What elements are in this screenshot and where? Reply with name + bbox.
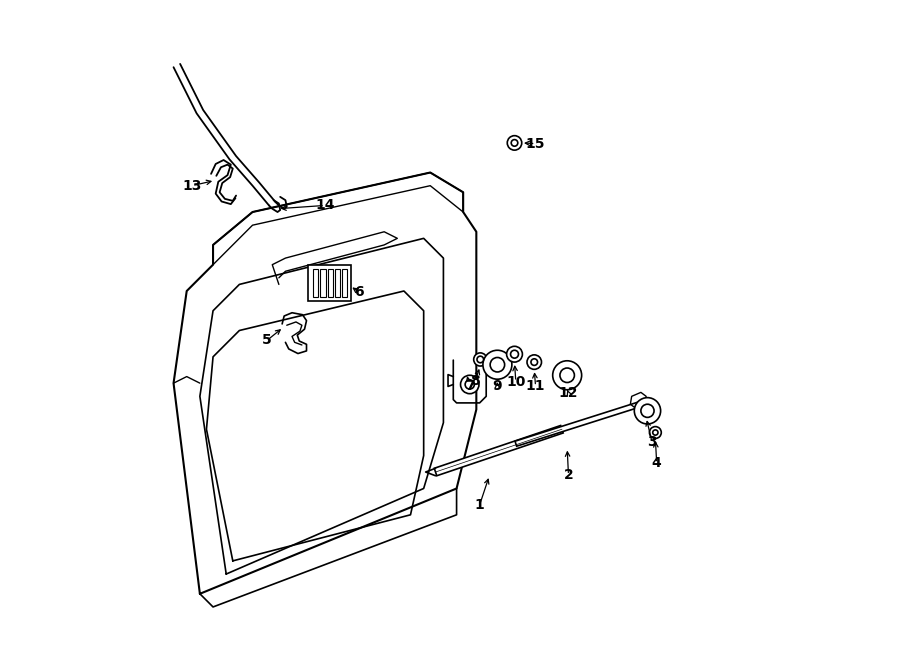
Text: 1: 1	[474, 498, 484, 512]
Text: 12: 12	[559, 386, 578, 400]
Polygon shape	[435, 426, 563, 476]
Circle shape	[491, 358, 505, 372]
Circle shape	[641, 405, 654, 417]
Circle shape	[508, 136, 522, 150]
FancyBboxPatch shape	[335, 268, 340, 297]
Text: 2: 2	[563, 468, 573, 483]
Circle shape	[531, 359, 537, 366]
Circle shape	[527, 355, 542, 369]
Circle shape	[511, 139, 517, 146]
Text: 8: 8	[470, 374, 480, 388]
Text: 7: 7	[465, 379, 474, 393]
Circle shape	[507, 346, 522, 362]
Circle shape	[652, 430, 658, 435]
Circle shape	[473, 353, 487, 366]
Circle shape	[483, 350, 512, 379]
Circle shape	[510, 350, 518, 358]
Circle shape	[553, 361, 581, 390]
Circle shape	[461, 375, 479, 394]
Text: 10: 10	[506, 375, 526, 389]
FancyBboxPatch shape	[313, 268, 319, 297]
Text: 3: 3	[647, 436, 657, 449]
Text: 15: 15	[526, 137, 545, 151]
Circle shape	[560, 368, 574, 383]
Polygon shape	[515, 401, 645, 446]
FancyBboxPatch shape	[342, 268, 347, 297]
Text: 9: 9	[492, 379, 502, 393]
FancyBboxPatch shape	[328, 268, 333, 297]
Circle shape	[634, 398, 661, 424]
FancyBboxPatch shape	[309, 264, 351, 301]
Text: 4: 4	[652, 457, 662, 471]
FancyBboxPatch shape	[320, 268, 326, 297]
Circle shape	[650, 426, 662, 438]
Circle shape	[477, 356, 483, 363]
Text: 11: 11	[526, 379, 545, 393]
Text: 13: 13	[183, 178, 202, 193]
Text: 6: 6	[355, 286, 364, 299]
Text: 14: 14	[315, 198, 335, 212]
Circle shape	[465, 380, 474, 389]
Text: 5: 5	[262, 333, 272, 348]
